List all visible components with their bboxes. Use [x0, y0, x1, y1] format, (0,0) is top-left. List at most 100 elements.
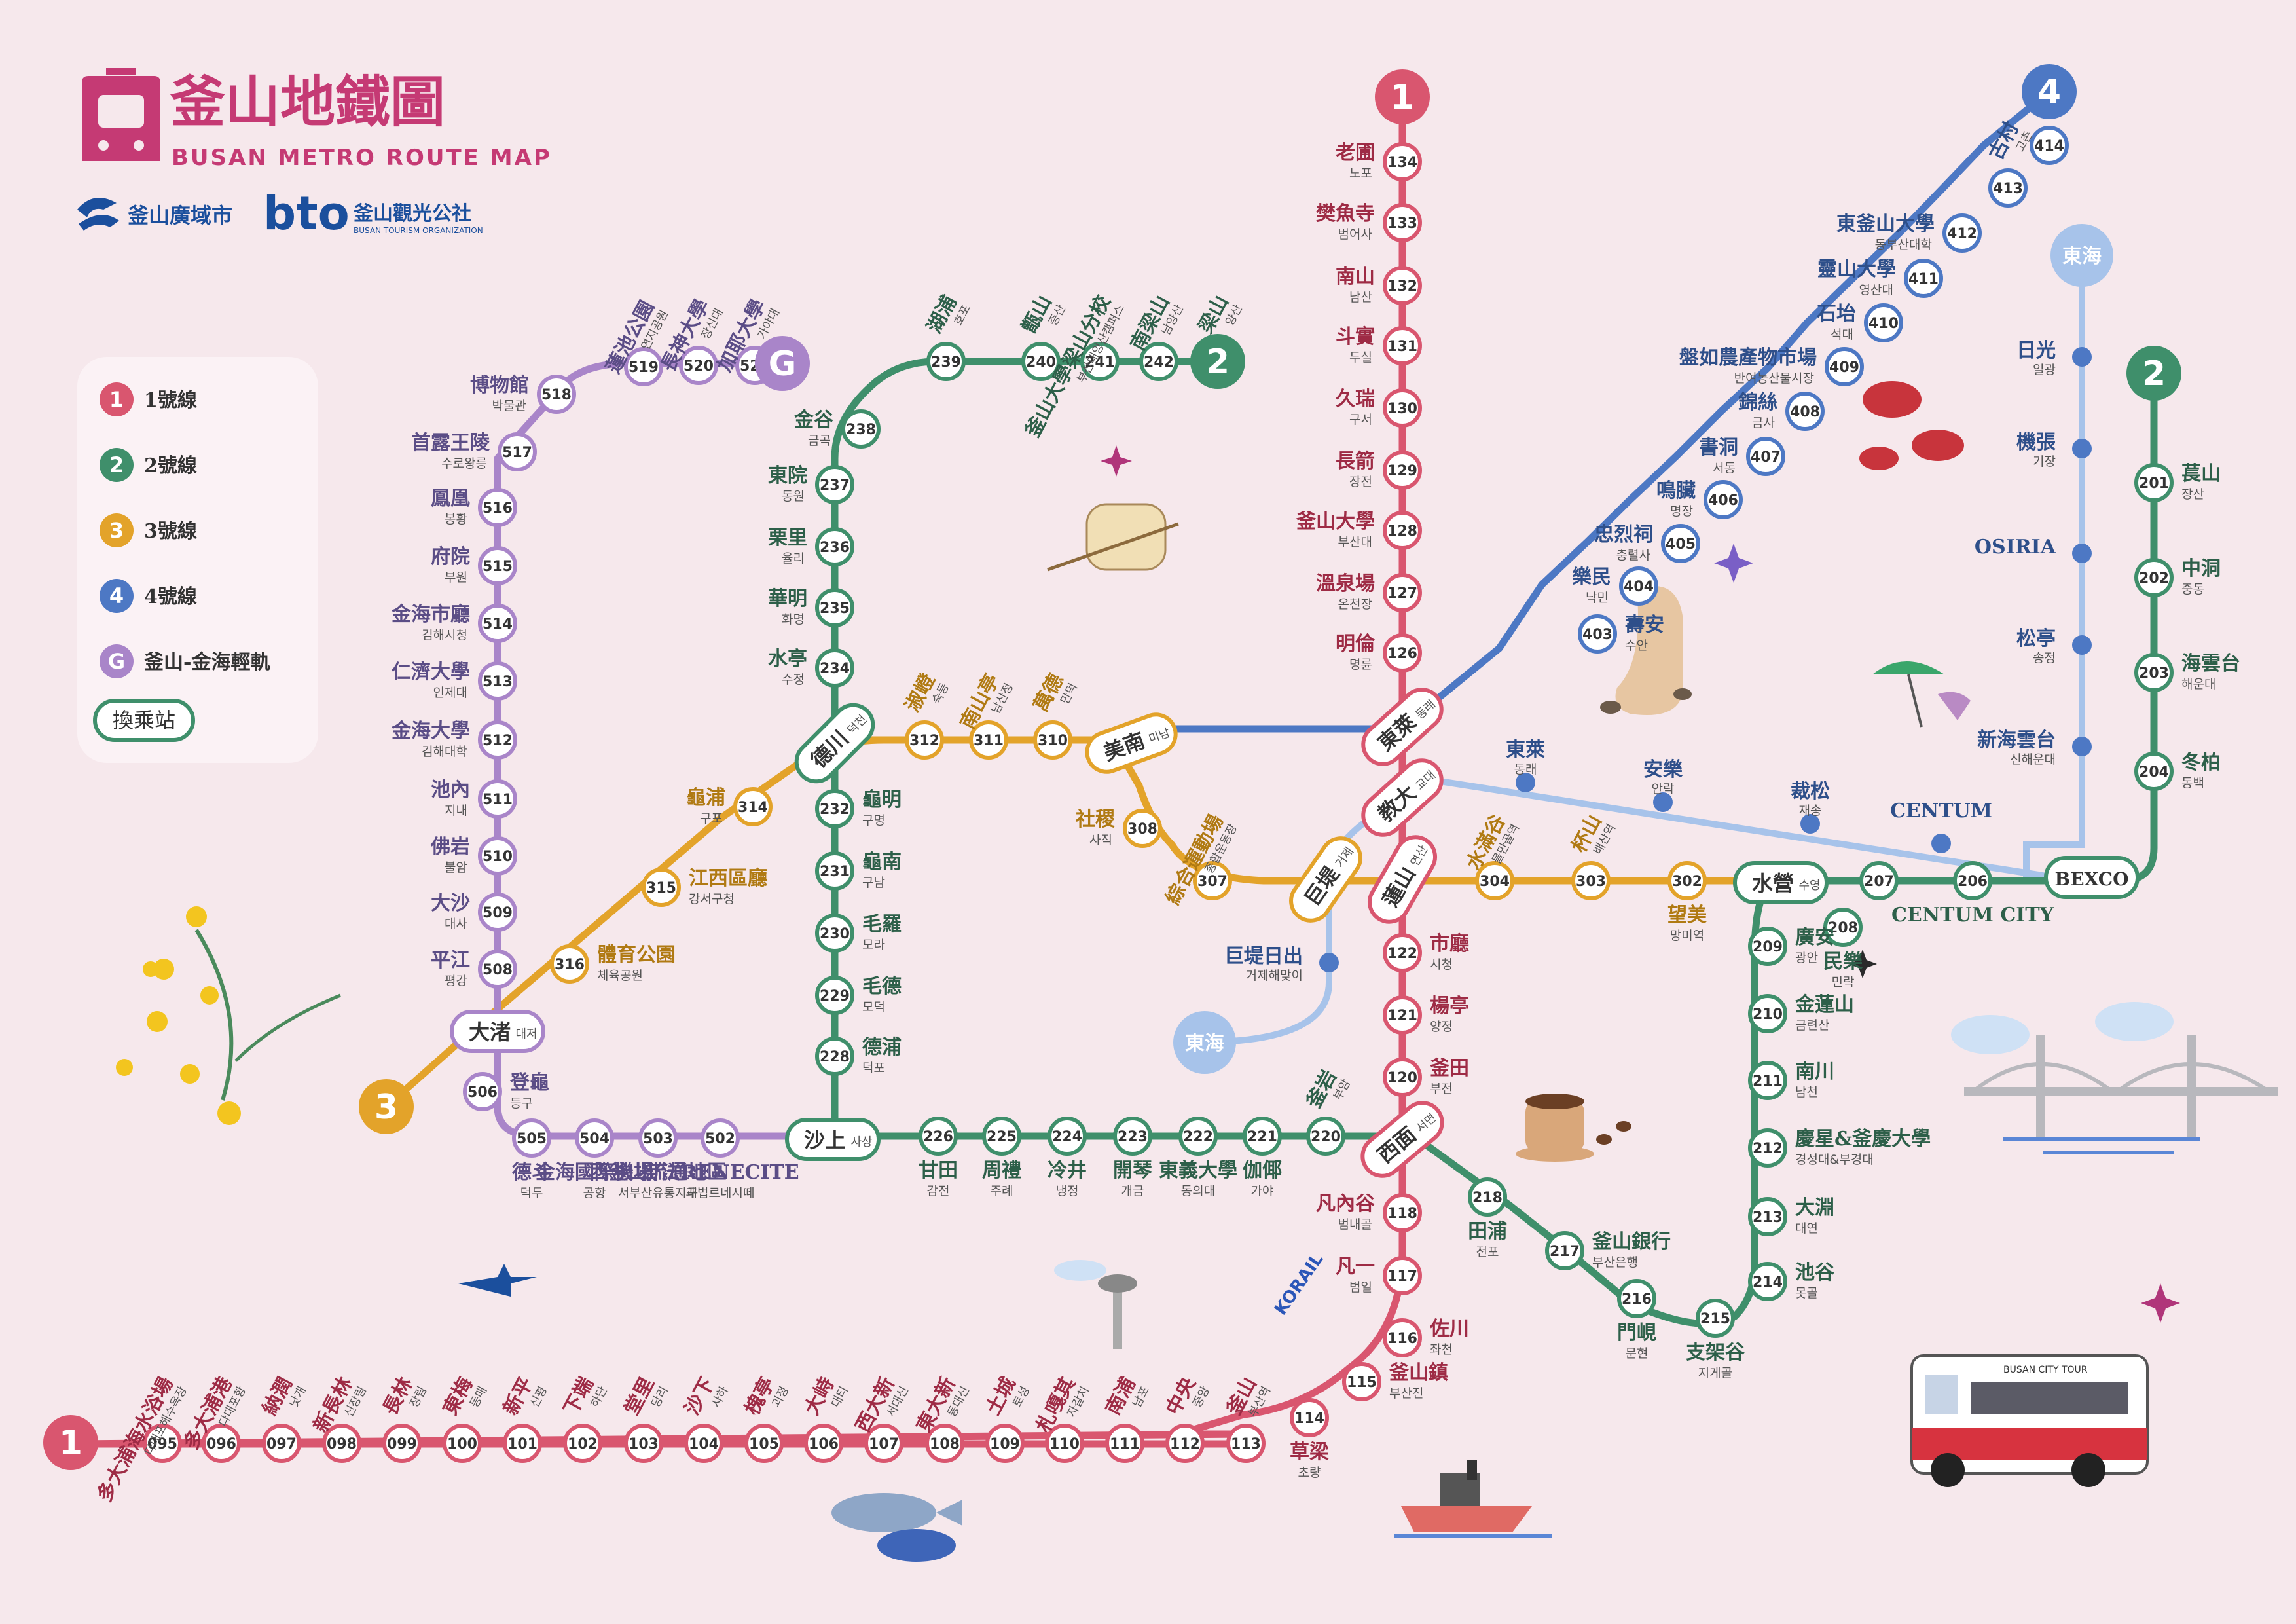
station-marker[interactable] — [1748, 1262, 1787, 1301]
station-237[interactable]: 237 — [815, 465, 854, 504]
station-502[interactable]: 502 — [701, 1118, 740, 1158]
station-126[interactable]: 126 — [1383, 633, 1422, 673]
station-marker[interactable] — [1619, 566, 1658, 606]
station-marker[interactable] — [684, 1424, 723, 1463]
station-marker[interactable] — [925, 1424, 964, 1463]
station-102[interactable]: 102 — [563, 1424, 602, 1463]
station-209[interactable]: 209 — [1748, 927, 1787, 966]
station-marker[interactable] — [1942, 213, 1982, 253]
donghae-station-marker[interactable] — [1800, 814, 1820, 834]
station-marker[interactable] — [919, 1116, 958, 1156]
station-307[interactable]: 307 — [1193, 861, 1232, 900]
station-marker[interactable] — [2134, 463, 2174, 502]
station-223[interactable]: 223 — [1113, 1116, 1152, 1156]
station-marker[interactable] — [478, 488, 517, 527]
station-128[interactable]: 128 — [1383, 511, 1422, 550]
station-marker[interactable] — [804, 1424, 843, 1463]
station-241[interactable]: 241 — [1080, 342, 1120, 381]
station-marker[interactable] — [1383, 142, 1422, 181]
station-marker[interactable] — [478, 836, 517, 876]
station-marker[interactable] — [815, 648, 854, 688]
station-207[interactable]: 207 — [1859, 861, 1899, 900]
station-marker[interactable] — [1823, 908, 1863, 947]
station-marker[interactable] — [1383, 511, 1422, 550]
transfer-pill[interactable] — [1355, 1095, 1450, 1184]
transfer-pill[interactable] — [450, 1010, 545, 1053]
station-marker[interactable] — [642, 868, 681, 907]
station-marker[interactable] — [1748, 1061, 1787, 1100]
station-413[interactable]: 413 — [1988, 168, 2028, 208]
station-marker[interactable] — [498, 432, 537, 471]
station-marker[interactable] — [638, 1118, 678, 1158]
station-116[interactable]: 116 — [1383, 1318, 1422, 1357]
station-221[interactable]: 221 — [1243, 1116, 1282, 1156]
station-232[interactable]: 232 — [815, 789, 854, 828]
donghae-station-marker[interactable] — [2072, 737, 2092, 756]
transfer-station[interactable]: 沙上 사상 — [785, 1118, 881, 1161]
station-marker[interactable] — [1696, 1299, 1735, 1338]
donghae-station[interactable]: 東海 — [1173, 1011, 1236, 1074]
station-marker[interactable] — [905, 720, 944, 760]
station-512[interactable]: 512 — [478, 720, 517, 760]
station-111[interactable]: 111 — [1105, 1424, 1144, 1463]
station-225[interactable]: 225 — [982, 1116, 1021, 1156]
station-marker[interactable] — [478, 893, 517, 932]
station-marker[interactable] — [815, 465, 854, 504]
station-marker[interactable] — [1080, 342, 1120, 381]
station-marker[interactable] — [1383, 1256, 1422, 1295]
station-marker[interactable] — [1290, 1398, 1329, 1437]
station-224[interactable]: 224 — [1048, 1116, 1087, 1156]
station-marker[interactable] — [1748, 1128, 1787, 1168]
station-240[interactable]: 240 — [1021, 342, 1061, 381]
station-236[interactable]: 236 — [815, 527, 854, 566]
station-513[interactable]: 513 — [478, 661, 517, 701]
station-marker[interactable] — [2134, 653, 2174, 692]
station-231[interactable]: 231 — [815, 851, 854, 891]
station-marker[interactable] — [537, 375, 576, 414]
station-505[interactable]: 505 — [512, 1118, 551, 1158]
station-311[interactable]: 311 — [969, 720, 1008, 760]
station-marker[interactable] — [550, 944, 589, 984]
station-marker[interactable] — [463, 1072, 502, 1111]
station-314[interactable]: 314 — [733, 787, 773, 826]
station-marker[interactable] — [1383, 633, 1422, 673]
station-marker[interactable] — [1033, 720, 1072, 760]
donghae-station-marker[interactable] — [2072, 635, 2092, 655]
transfer-station[interactable]: 大渚 대저 — [450, 1010, 545, 1053]
station-226[interactable]: 226 — [919, 1116, 958, 1156]
station-228[interactable]: 228 — [815, 1037, 854, 1076]
station-121[interactable]: 121 — [1383, 995, 1422, 1035]
station-marker[interactable] — [1864, 303, 1903, 342]
station-marker[interactable] — [815, 1037, 854, 1076]
station-516[interactable]: 516 — [478, 488, 517, 527]
station-marker[interactable] — [1704, 480, 1743, 519]
station-217[interactable]: 217 — [1545, 1231, 1584, 1270]
station-412[interactable]: 412 — [1942, 213, 1982, 253]
station-marker[interactable] — [815, 913, 854, 953]
transfer-pill[interactable] — [1355, 682, 1449, 772]
station-127[interactable]: 127 — [1383, 573, 1422, 612]
station-517[interactable]: 517 — [498, 432, 537, 471]
station-marker[interactable] — [1578, 614, 1617, 654]
station-104[interactable]: 104 — [684, 1424, 723, 1463]
station-105[interactable]: 105 — [744, 1424, 784, 1463]
station-marker[interactable] — [1193, 861, 1232, 900]
station-115[interactable]: 115 — [1342, 1362, 1381, 1401]
station-215[interactable]: 215 — [1696, 1299, 1735, 1338]
station-marker[interactable] — [1748, 1197, 1787, 1236]
donghae-station[interactable]: OSIRIA — [1975, 536, 2092, 563]
station-marker[interactable] — [815, 851, 854, 891]
station-096[interactable]: 096 — [202, 1424, 241, 1463]
station-503[interactable]: 503 — [638, 1118, 678, 1158]
station-marker[interactable] — [982, 1116, 1021, 1156]
station-316[interactable]: 316 — [550, 944, 589, 984]
station-marker[interactable] — [478, 779, 517, 819]
station-marker[interactable] — [1105, 1424, 1144, 1463]
station-marker[interactable] — [624, 1424, 663, 1463]
station-411[interactable]: 411 — [1904, 259, 1943, 298]
station-marker[interactable] — [1953, 861, 1992, 900]
station-marker[interactable] — [1617, 1279, 1656, 1318]
station-114[interactable]: 114 — [1290, 1398, 1329, 1437]
